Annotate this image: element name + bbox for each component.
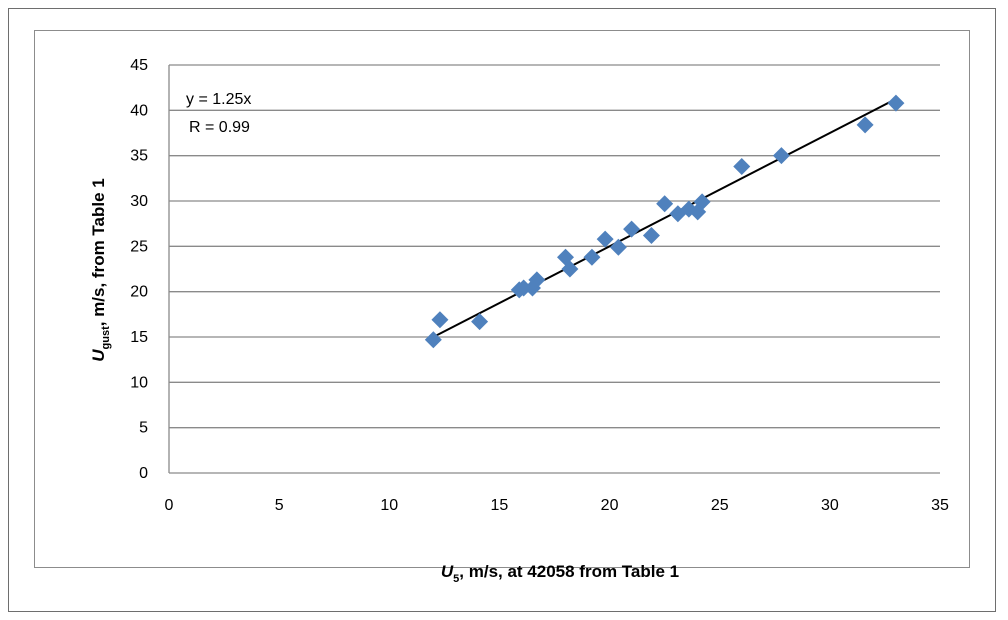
- data-point: [515, 279, 533, 297]
- x-tick-label: 0: [165, 497, 174, 514]
- data-point: [561, 260, 579, 278]
- x-tick-label: 5: [275, 497, 284, 514]
- y-axis-text: , m/s, from Table 1: [89, 178, 108, 326]
- data-point: [642, 226, 660, 244]
- trendline: [432, 98, 897, 338]
- data-point: [693, 193, 711, 211]
- y-tick-label: 5: [139, 420, 148, 437]
- x-axis-subscript: 5: [453, 573, 459, 585]
- y-tick-label: 20: [130, 284, 148, 301]
- x-axis-symbol: U: [441, 562, 454, 581]
- x-tick-label: 25: [711, 497, 729, 514]
- y-axis-subscript: gust: [100, 326, 112, 350]
- data-point: [583, 248, 601, 266]
- data-point: [887, 94, 905, 112]
- data-point: [528, 271, 546, 289]
- x-tick-label: 10: [380, 497, 398, 514]
- gridlines: [169, 64, 940, 429]
- y-axis-symbol: U: [89, 349, 108, 362]
- y-tick-label: 40: [130, 102, 148, 119]
- y-tick-label: 35: [130, 148, 148, 165]
- y-tick-label: 30: [130, 193, 148, 210]
- y-tick-label: 0: [139, 465, 148, 482]
- data-point: [431, 311, 449, 329]
- x-tick-label: 20: [601, 497, 619, 514]
- data-point: [623, 220, 641, 238]
- tick-labels: 0 5 10 15 20 25 30 35 40 45 0 5 10 15 20 25 30 35: [130, 57, 949, 514]
- x-tick-label: 35: [931, 497, 949, 514]
- trendline-line: [432, 98, 897, 338]
- y-tick-label: 10: [130, 374, 148, 391]
- data-point: [856, 116, 874, 134]
- y-tick-label: 15: [130, 329, 148, 346]
- data-point: [424, 331, 442, 349]
- axes: [168, 65, 940, 474]
- data-point: [471, 313, 489, 331]
- data-points: [424, 94, 905, 349]
- y-axis-label: Ugust, m/s, from Table 1: [89, 178, 112, 362]
- y-tick-label: 25: [130, 238, 148, 255]
- y-tick-label: 45: [130, 57, 148, 74]
- chart-area: [34, 30, 970, 568]
- correlation-label: R = 0.99: [189, 119, 250, 136]
- data-point: [656, 195, 674, 213]
- trendline-equation: y = 1.25x: [186, 91, 251, 108]
- data-point: [609, 238, 627, 256]
- x-tick-label: 15: [491, 497, 509, 514]
- x-tick-label: 30: [821, 497, 839, 514]
- data-point: [772, 147, 790, 165]
- data-point: [733, 158, 751, 176]
- x-axis-text: , m/s, at 42058 from Table 1: [459, 562, 679, 581]
- data-point: [596, 230, 614, 248]
- x-axis-label: U5, m/s, at 42058 from Table 1: [441, 562, 679, 585]
